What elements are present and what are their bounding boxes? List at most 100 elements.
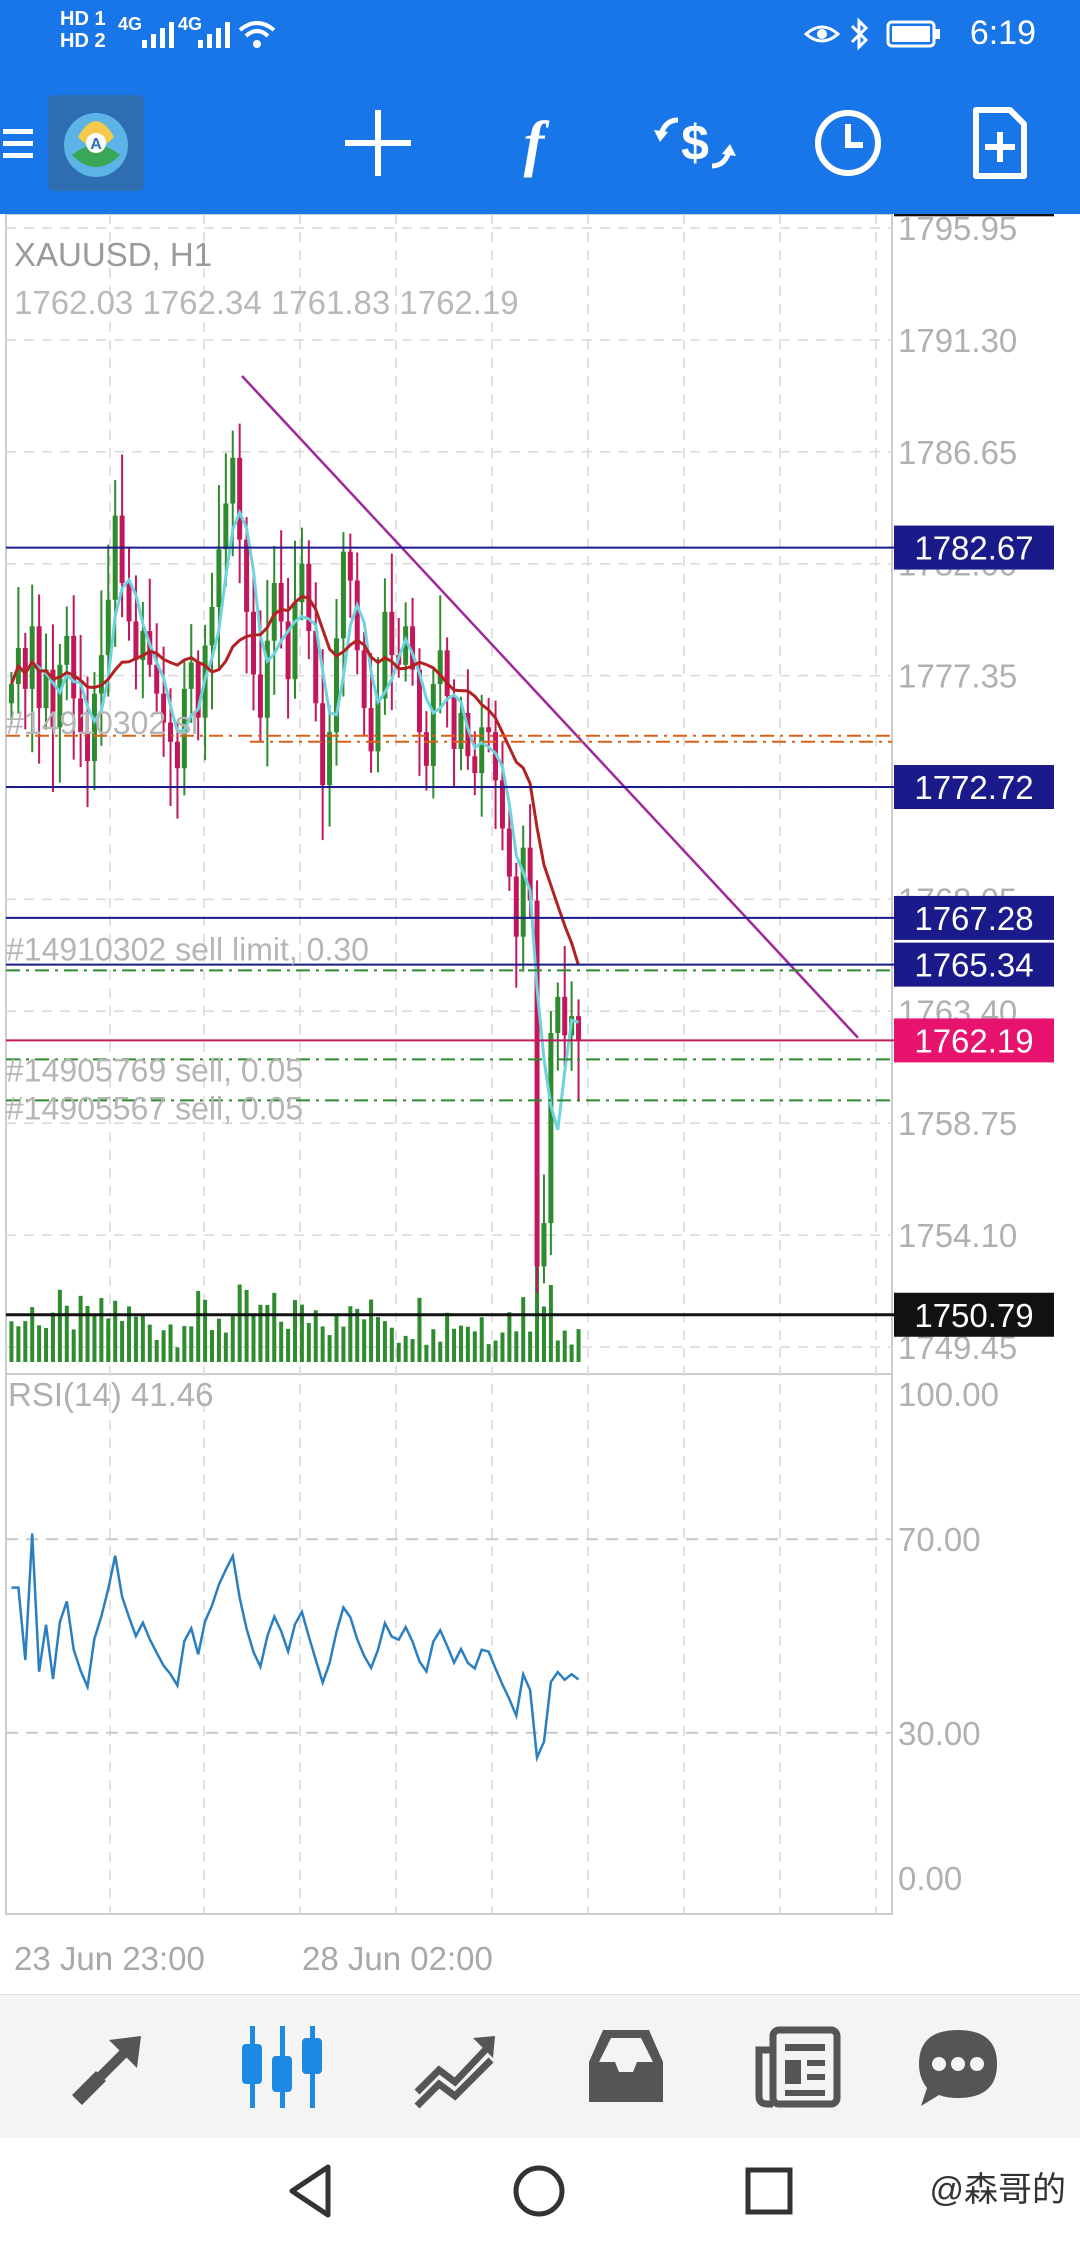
news-icon xyxy=(755,2026,841,2108)
candle-body xyxy=(534,900,540,1267)
volume-bar xyxy=(445,1312,450,1362)
candle-body xyxy=(513,876,519,937)
candle-body xyxy=(237,457,243,540)
volume-bar xyxy=(168,1324,173,1362)
volume-bar xyxy=(403,1335,408,1362)
price-level-badge xyxy=(894,765,1054,810)
rsi-title: RSI(14) 41.46 xyxy=(8,1376,213,1413)
candle-body xyxy=(555,996,561,1033)
hd2-label: HD 2 xyxy=(60,30,106,52)
svg-text:A: A xyxy=(90,136,102,153)
candle-body xyxy=(479,727,485,774)
volume-bar xyxy=(528,1331,533,1362)
history-tab[interactable] xyxy=(546,1995,706,2139)
candlesticks xyxy=(8,423,582,1294)
chart-area[interactable]: 1795.951791.301786.651782.001777.351772.… xyxy=(0,172,1080,1994)
volume-bar xyxy=(216,1318,221,1362)
quotes-tab[interactable] xyxy=(30,1995,190,2139)
order-label: #14910302 sl xyxy=(6,705,198,741)
volume-bar xyxy=(16,1326,21,1362)
volume-bar xyxy=(57,1289,62,1362)
crosshair-icon[interactable] xyxy=(330,72,426,214)
eye-icon xyxy=(804,25,840,43)
candle-body xyxy=(562,996,568,1036)
price-level-badge xyxy=(894,1292,1054,1337)
signal-bars-icon xyxy=(142,22,174,48)
candle-body xyxy=(486,727,492,733)
signal-bars-2-icon xyxy=(198,22,230,48)
symbol-label: XAUUSD, H1 xyxy=(14,236,212,273)
candle-body xyxy=(78,698,84,733)
volume-bar xyxy=(272,1292,277,1362)
volume-bar xyxy=(355,1308,360,1362)
volume-bar xyxy=(71,1329,76,1362)
candle-body xyxy=(112,515,118,600)
candle-body xyxy=(140,631,146,660)
timeframe-icon[interactable] xyxy=(800,72,896,214)
volume-bar xyxy=(189,1326,194,1362)
news-tab[interactable] xyxy=(718,1995,878,2139)
volume-bar xyxy=(493,1340,498,1362)
volume-bars xyxy=(9,1260,581,1362)
fast-ma-line xyxy=(10,508,579,1131)
volume-bar xyxy=(486,1344,491,1362)
volume-bar xyxy=(555,1340,560,1362)
chart-canvas[interactable]: 1795.951791.301786.651782.001777.351772.… xyxy=(0,172,1080,1994)
volume-bar xyxy=(507,1312,512,1362)
candle-body xyxy=(216,549,222,608)
volume-bar xyxy=(424,1344,429,1362)
recents-button[interactable] xyxy=(734,2138,804,2244)
volume-bar xyxy=(106,1318,111,1362)
rsi-axis-label: 70.00 xyxy=(898,1521,981,1558)
messages-tab[interactable] xyxy=(878,1995,1038,2139)
price-axis-label: 1777.35 xyxy=(898,658,1017,695)
volume-bar xyxy=(203,1299,208,1362)
candle-body xyxy=(119,515,125,583)
candle-body xyxy=(423,732,429,766)
candle-body xyxy=(209,607,215,646)
volume-bar xyxy=(299,1304,304,1362)
candle-body xyxy=(105,599,111,656)
app-logo[interactable]: A xyxy=(48,72,144,214)
chart-tab[interactable] xyxy=(202,1995,362,2139)
trade-tab[interactable] xyxy=(374,1995,534,2139)
candle-body xyxy=(313,631,319,704)
candle-body xyxy=(437,650,443,685)
candle-body xyxy=(278,582,284,622)
candle-body xyxy=(8,684,14,704)
candle-body xyxy=(499,780,505,829)
volume-bar xyxy=(140,1313,145,1362)
candle-body xyxy=(465,712,471,757)
candle-body xyxy=(320,703,326,786)
volume-bar xyxy=(37,1325,42,1362)
candle-body xyxy=(520,847,526,937)
indicators-icon[interactable]: f xyxy=(486,72,582,214)
menu-icon[interactable] xyxy=(0,72,36,214)
candle-body xyxy=(354,580,360,651)
volume-bar xyxy=(161,1330,166,1362)
volume-bar xyxy=(99,1298,104,1362)
rsi-line xyxy=(11,1533,580,1763)
candle-body xyxy=(347,551,353,581)
candle-body xyxy=(506,828,512,877)
volume-bar xyxy=(576,1329,581,1362)
volume-bar xyxy=(279,1321,284,1362)
candle-body xyxy=(368,708,374,752)
candle-body xyxy=(333,638,339,733)
volume-bar xyxy=(382,1321,387,1362)
signal2-label: 4G xyxy=(178,14,203,34)
volume-bar xyxy=(196,1290,201,1362)
time-axis-label: 23 Jun 23:00 xyxy=(14,1940,205,1977)
candle-body xyxy=(230,457,236,504)
candle-body xyxy=(85,732,91,762)
back-button[interactable] xyxy=(276,2138,346,2244)
candle-body xyxy=(361,650,367,709)
home-button[interactable] xyxy=(504,2138,574,2244)
trade-icon[interactable]: $ xyxy=(640,72,750,214)
chart-grid xyxy=(5,213,893,1915)
new-order-icon[interactable] xyxy=(952,72,1048,214)
volume-bar xyxy=(320,1326,325,1362)
candle-body xyxy=(458,712,464,749)
candle-body xyxy=(168,722,174,742)
volume-bar xyxy=(133,1316,138,1362)
